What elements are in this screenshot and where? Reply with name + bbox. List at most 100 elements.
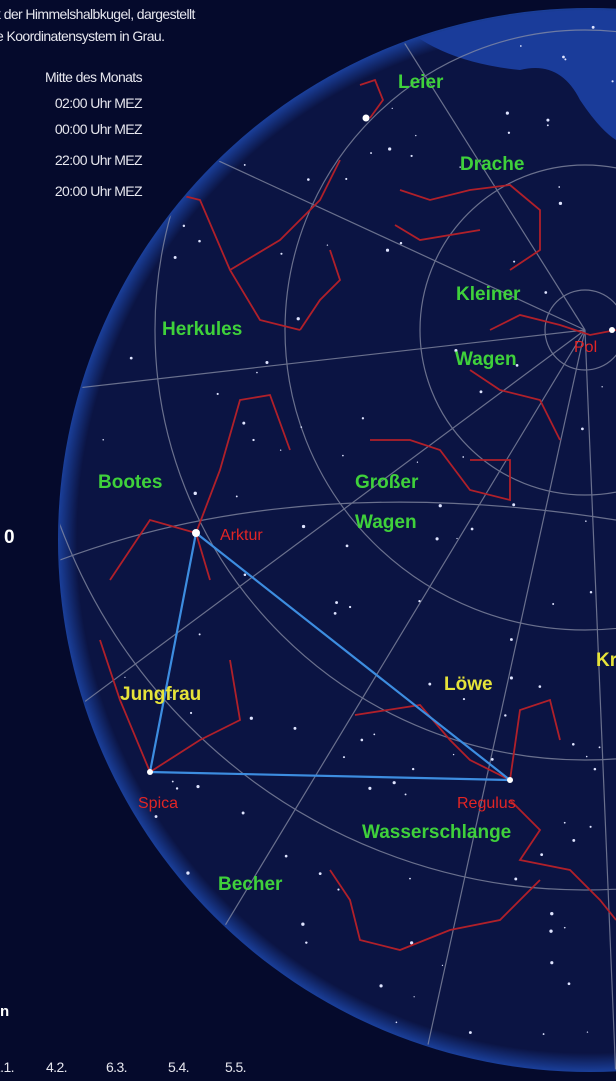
footer-label: n xyxy=(0,1003,9,1020)
star xyxy=(510,676,513,679)
header-line: k der Himmelshalbkugel, dargestellt xyxy=(0,6,195,22)
star xyxy=(337,889,339,891)
star xyxy=(587,1031,588,1032)
star xyxy=(361,739,364,742)
star xyxy=(172,781,174,783)
star xyxy=(343,756,345,758)
star xyxy=(559,202,562,205)
star xyxy=(252,439,254,441)
star xyxy=(102,439,104,441)
star xyxy=(550,961,553,964)
star xyxy=(242,812,245,815)
star xyxy=(612,80,614,82)
star xyxy=(562,56,565,59)
side-label: 0 xyxy=(4,527,15,548)
star xyxy=(417,462,418,463)
time-entry: 02:00 Uhr MEZ xyxy=(55,95,143,111)
star xyxy=(194,492,197,495)
date: 4.2. xyxy=(46,1059,67,1075)
star xyxy=(183,225,185,227)
star xyxy=(547,124,549,126)
star xyxy=(256,372,258,374)
star xyxy=(307,178,310,181)
label-spica: Spica xyxy=(138,795,178,812)
label-loewe: Löwe xyxy=(444,674,493,695)
time-entry: 20:00 Uhr MEZ xyxy=(55,183,143,199)
date: 1.1. xyxy=(0,1059,14,1075)
star xyxy=(504,714,506,716)
star xyxy=(392,108,393,109)
time-entry: 22:00 Uhr MEZ xyxy=(55,152,143,168)
label-krebs: Kr xyxy=(596,650,616,671)
star xyxy=(514,878,517,881)
star xyxy=(568,982,571,985)
star xyxy=(439,504,442,507)
star xyxy=(601,386,602,387)
star xyxy=(540,853,543,856)
star xyxy=(543,1033,545,1035)
star xyxy=(594,768,597,771)
header-subheading: Mitte des Monats xyxy=(45,69,143,85)
star-vega xyxy=(363,115,370,122)
star xyxy=(564,927,566,929)
star xyxy=(285,855,288,858)
label-arktur: Arktur xyxy=(220,527,263,544)
label-grosser: Großer xyxy=(355,472,419,493)
star xyxy=(456,538,457,539)
star xyxy=(462,456,464,458)
star xyxy=(386,249,389,252)
star xyxy=(155,815,158,818)
star xyxy=(334,612,337,615)
star xyxy=(176,787,178,789)
star xyxy=(393,781,396,784)
star xyxy=(590,826,592,828)
star xyxy=(412,768,414,770)
star xyxy=(512,503,515,506)
star xyxy=(301,923,304,926)
star xyxy=(491,758,494,761)
star xyxy=(564,822,566,824)
star xyxy=(345,178,347,180)
star xyxy=(379,984,382,987)
star xyxy=(327,244,328,245)
star xyxy=(242,422,245,425)
star xyxy=(558,186,560,188)
star-polaris xyxy=(609,327,615,333)
star xyxy=(513,261,515,263)
star xyxy=(564,58,566,60)
star xyxy=(190,712,192,714)
star xyxy=(124,677,125,678)
star xyxy=(388,147,391,150)
star xyxy=(342,455,344,457)
star xyxy=(508,132,510,134)
star xyxy=(196,785,199,788)
star xyxy=(244,573,247,576)
star xyxy=(572,743,575,746)
star xyxy=(506,112,509,115)
star xyxy=(428,683,431,686)
star xyxy=(280,253,282,255)
star xyxy=(585,520,587,522)
star xyxy=(319,872,322,875)
star xyxy=(415,135,416,136)
star xyxy=(198,240,201,243)
star xyxy=(294,727,297,730)
star xyxy=(414,996,415,997)
star xyxy=(346,544,349,547)
star xyxy=(510,638,513,641)
star xyxy=(370,152,372,154)
label-jungfrau: Jungfrau xyxy=(120,684,201,705)
star xyxy=(410,155,412,157)
star xyxy=(373,734,375,736)
label-wagen-small: Wagen xyxy=(455,349,517,370)
star xyxy=(302,525,305,528)
label-regulus: Regulus xyxy=(457,795,516,812)
star-regulus xyxy=(507,777,513,783)
date: 5.5. xyxy=(225,1059,246,1075)
header-line: e Koordinatensystem in Grau. xyxy=(0,28,164,44)
label-drache: Drache xyxy=(460,154,524,175)
star xyxy=(217,393,219,395)
star xyxy=(244,164,246,166)
star xyxy=(469,1031,472,1034)
star xyxy=(592,26,595,29)
